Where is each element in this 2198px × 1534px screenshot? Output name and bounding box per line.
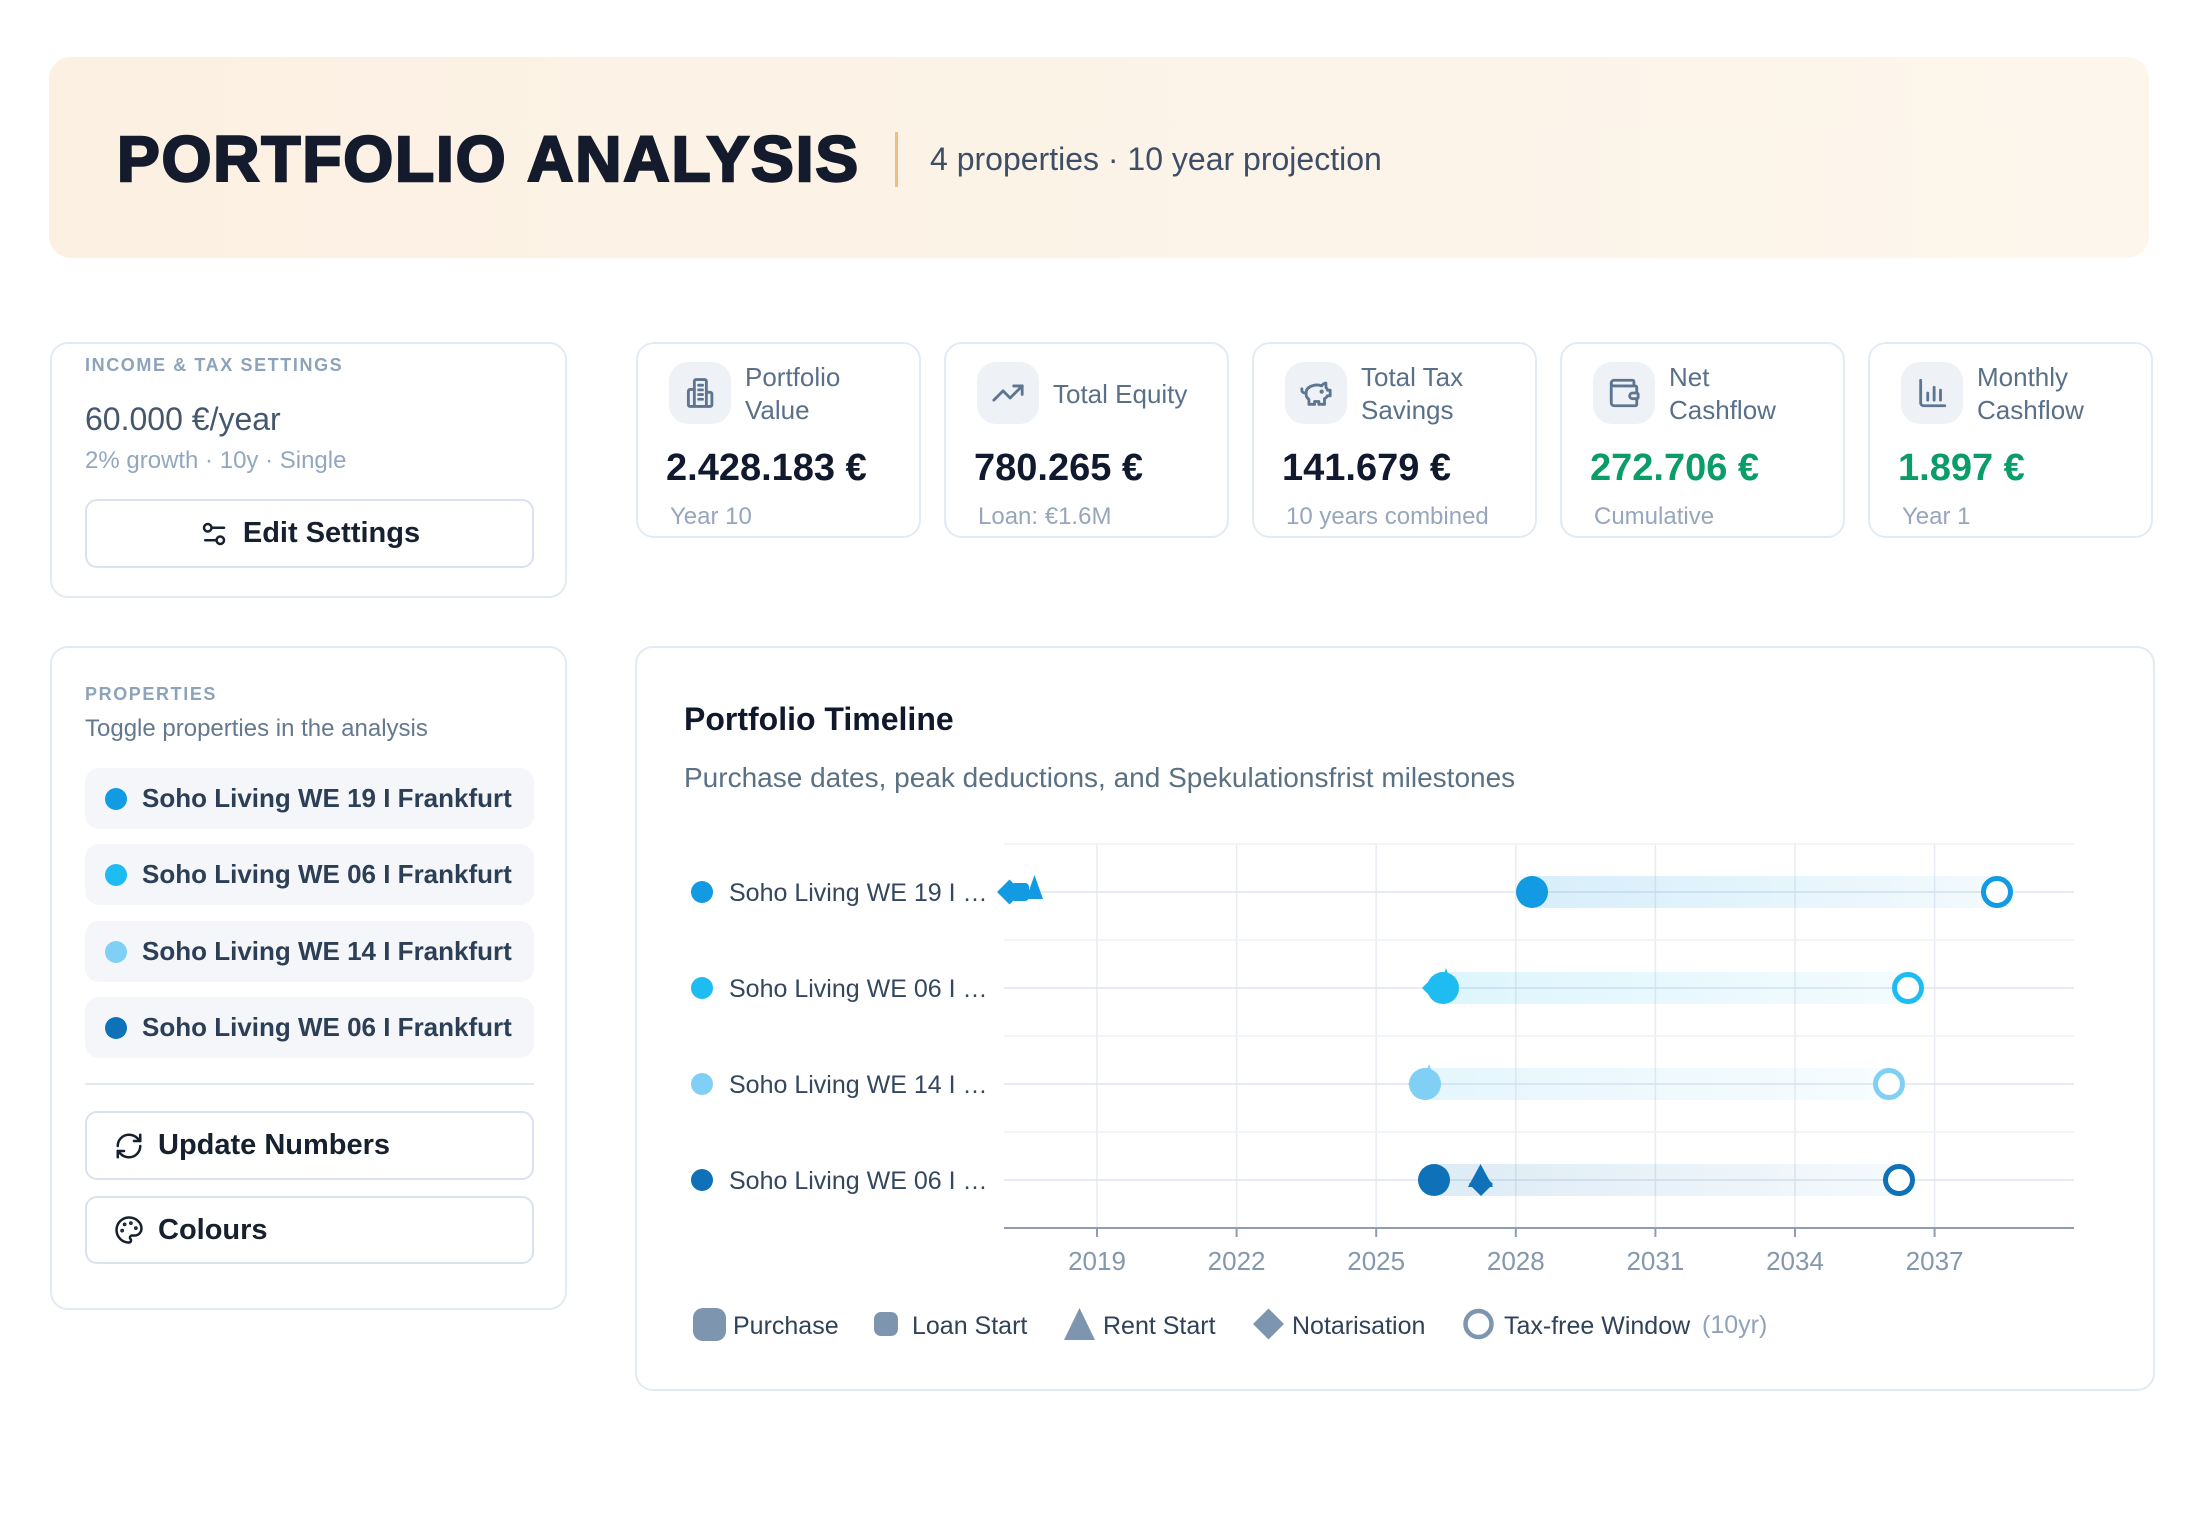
svg-text:2037: 2037 — [1906, 1246, 1964, 1276]
svg-text:Soho Living WE 06 I …: Soho Living WE 06 I … — [729, 1167, 987, 1195]
svg-text:Rent Start: Rent Start — [1103, 1312, 1216, 1340]
svg-text:2025: 2025 — [1347, 1246, 1405, 1276]
svg-text:Purchase: Purchase — [733, 1312, 839, 1340]
svg-text:Soho Living WE 06 I …: Soho Living WE 06 I … — [729, 975, 987, 1003]
svg-text:Loan Start: Loan Start — [912, 1312, 1027, 1340]
svg-text:2028: 2028 — [1487, 1246, 1545, 1276]
svg-text:Tax-free Window: Tax-free Window — [1504, 1312, 1691, 1340]
svg-text:2031: 2031 — [1626, 1246, 1684, 1276]
svg-text:Soho Living WE 14 I …: Soho Living WE 14 I … — [729, 1071, 987, 1099]
svg-text:2034: 2034 — [1766, 1246, 1824, 1276]
svg-text:2019: 2019 — [1068, 1246, 1126, 1276]
svg-text:(10yr): (10yr) — [1702, 1311, 1767, 1339]
svg-text:2022: 2022 — [1208, 1246, 1266, 1276]
svg-text:Notarisation: Notarisation — [1292, 1312, 1425, 1340]
svg-text:Soho Living WE 19 I …: Soho Living WE 19 I … — [729, 879, 987, 907]
